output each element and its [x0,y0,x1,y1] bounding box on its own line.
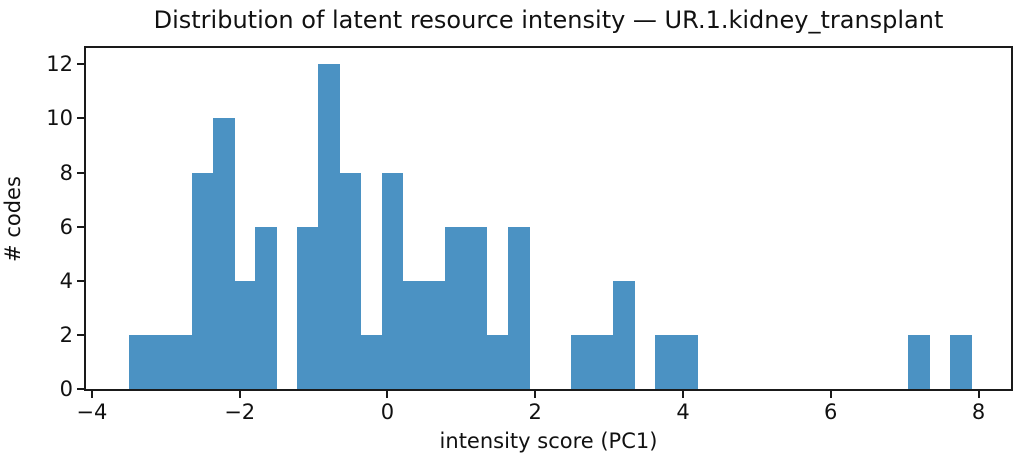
x-tick-label: 2 [528,400,542,424]
histogram-bar [255,226,277,389]
histogram-bar [149,334,172,389]
x-tick-label: 8 [971,400,986,424]
x-tick-mark [829,391,832,398]
histogram-bar [676,334,698,389]
histogram-bar [907,334,930,389]
histogram-bar [192,172,214,389]
y-tick-mark [77,333,84,336]
y-axis-label: # codes [1,176,25,262]
y-tick-mark [77,117,84,120]
x-tick-label: −2 [224,400,256,424]
histogram-bar [234,280,256,389]
y-tick-label: 0 [59,377,73,401]
x-tick-label: 4 [676,400,690,424]
y-tick-mark [77,171,84,174]
histogram-bar [444,226,467,389]
x-tick-mark [90,391,93,398]
y-tick-mark [77,279,84,282]
histogram-bar [592,334,614,389]
histogram-bar [613,280,635,389]
x-tick-mark [534,391,537,398]
histogram-bar [571,334,593,389]
y-tick-mark [77,388,84,390]
y-tick-label: 12 [46,52,73,77]
x-axis-label: intensity score (PC1) [439,429,658,453]
histogram-bar [318,64,341,389]
x-tick-mark [238,391,241,398]
x-tick-label: 0 [380,400,395,424]
histogram-bar [507,226,530,389]
y-tick-label: 2 [59,322,73,347]
histogram-bar [339,172,362,389]
chart-title: Distribution of latent resource intensit… [153,6,944,34]
x-tick-label: −4 [76,400,108,424]
histogram-bar [950,334,972,389]
histogram-bar [170,334,193,389]
histogram-bar [213,118,235,389]
histogram-bar [486,334,509,389]
histogram-bar [465,226,488,389]
x-tick-label: 6 [824,400,838,424]
plot-area [84,46,1013,391]
histogram-bar [128,334,151,389]
y-tick-mark [77,225,84,228]
y-tick-mark [77,63,84,66]
x-tick-mark [682,391,684,398]
histogram-bar [297,226,319,389]
bars-container [86,48,1011,389]
histogram-bar [402,280,425,389]
x-tick-mark [977,391,980,398]
histogram-bar [381,172,404,389]
histogram-bar [360,334,383,389]
histogram-bar [423,280,446,389]
x-tick-mark [386,391,389,398]
histogram-bar [655,334,677,389]
